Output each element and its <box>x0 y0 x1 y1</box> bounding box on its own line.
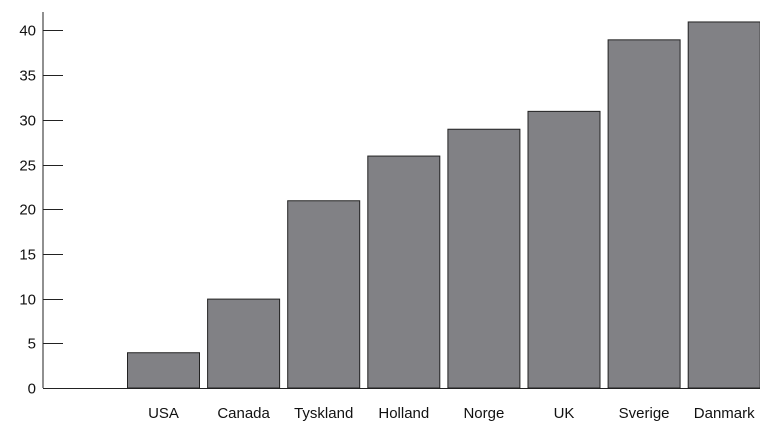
y-tick-label: 0 <box>28 381 36 398</box>
bar-uk <box>528 111 600 388</box>
y-tick-label: 35 <box>19 68 36 85</box>
bar-tyskland <box>288 201 360 388</box>
y-tick-label: 5 <box>28 336 36 353</box>
y-tick-label: 15 <box>19 247 36 264</box>
x-tick-label: Canada <box>217 405 270 422</box>
y-tick-label: 40 <box>19 23 36 40</box>
bar-sverige <box>608 40 680 388</box>
x-tick-label: USA <box>148 405 179 422</box>
x-tick-label: Sverige <box>619 405 670 422</box>
bar-holland <box>368 156 440 388</box>
y-axis: 0 5 10 15 20 25 30 35 40 <box>19 12 63 398</box>
x-tick-label: UK <box>554 405 575 422</box>
x-tick-label: Danmark <box>694 405 755 422</box>
y-tick-label: 20 <box>19 202 36 219</box>
bar-danmark <box>688 22 760 388</box>
bar-canada <box>208 299 280 388</box>
x-tick-label: Tyskland <box>294 405 353 422</box>
y-tick-label: 25 <box>19 158 36 175</box>
y-tick-label: 10 <box>19 292 36 309</box>
bars <box>128 22 760 388</box>
bar-norge <box>448 129 520 388</box>
x-tick-label: Holland <box>378 405 429 422</box>
y-tick-label: 30 <box>19 113 36 130</box>
bar-usa <box>128 353 200 388</box>
x-axis-labels: USA Canada Tyskland Holland Norge UK Sverige Da… <box>148 405 755 422</box>
x-tick-label: Norge <box>463 405 504 422</box>
